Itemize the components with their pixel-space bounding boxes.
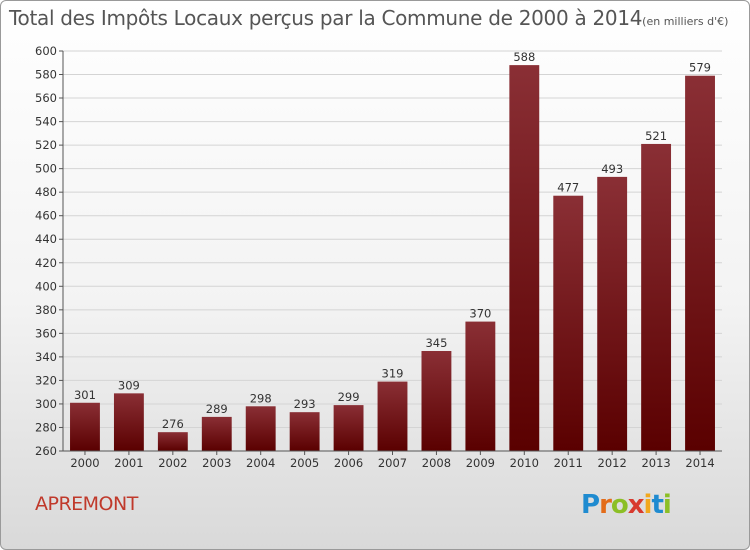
- value-label-2005: 293: [294, 397, 316, 411]
- value-label-2001: 309: [118, 378, 140, 392]
- chart-axes: 260 280 300 320 340 360 380 400 420 440 460 480 500 5…: [35, 44, 722, 470]
- y-tick-label: 300: [35, 397, 57, 411]
- y-tick-label: 600: [35, 44, 57, 58]
- logo-letter: x: [627, 490, 645, 520]
- x-tick-label-2005: 2005: [290, 456, 319, 470]
- chart-subtitle: (en milliers d'€): [642, 15, 729, 28]
- x-tick-label-2009: 2009: [466, 456, 495, 470]
- value-label-2000: 301: [74, 388, 96, 402]
- x-tick-label-2012: 2012: [598, 456, 627, 470]
- value-label-2008: 345: [425, 336, 447, 350]
- bar-2006: [333, 405, 364, 451]
- bar-2013: [641, 143, 672, 452]
- bar-2004: [245, 406, 276, 451]
- value-label-2003: 289: [206, 402, 228, 416]
- bar-2014: [685, 75, 715, 452]
- value-label-2007: 319: [382, 367, 404, 381]
- logo-letter: i: [643, 490, 653, 520]
- y-tick-label: 520: [35, 138, 57, 152]
- proxiti-logo: Proxiti: [581, 490, 672, 520]
- y-tick-label: 420: [35, 256, 57, 270]
- value-label-2004: 298: [250, 391, 272, 405]
- commune-name: APREMONT: [35, 493, 138, 515]
- y-tick-label: 340: [35, 350, 57, 364]
- x-tick-label-2000: 2000: [70, 456, 99, 470]
- bar-2012: [597, 176, 628, 451]
- bar-2003: [201, 416, 232, 451]
- value-label-2009: 370: [469, 307, 491, 321]
- y-tick-label: 500: [35, 162, 57, 176]
- bar-2011: [553, 195, 584, 451]
- value-label-2014: 579: [689, 61, 711, 75]
- y-tick-label: 440: [35, 232, 57, 246]
- y-tick-label: 280: [35, 420, 57, 434]
- logo-letter: t: [651, 490, 663, 520]
- logo-letter: P: [581, 490, 600, 520]
- x-tick-label-2010: 2010: [510, 456, 539, 470]
- x-tick-label-2004: 2004: [246, 456, 275, 470]
- logo-letter: r: [599, 490, 612, 520]
- y-tick-label: 380: [35, 303, 57, 317]
- y-tick-label: 480: [35, 185, 57, 199]
- bar-2005: [289, 412, 320, 451]
- bar-2001: [113, 393, 144, 451]
- bar-2002: [157, 432, 188, 451]
- bar-2010: [509, 65, 540, 451]
- x-tick-label-2008: 2008: [422, 456, 451, 470]
- value-label-2010: 588: [513, 50, 535, 64]
- value-label-2011: 477: [557, 181, 579, 195]
- x-tick-label-2007: 2007: [378, 456, 407, 470]
- y-tick-label: 540: [35, 115, 57, 129]
- chart-title: Total des Impôts Locaux perçus par la Co…: [9, 6, 643, 30]
- value-label-2002: 276: [162, 417, 184, 431]
- bar-2007: [377, 381, 408, 451]
- x-tick-label-2001: 2001: [114, 456, 143, 470]
- chart-title-block: Total des Impôts Locaux perçus par la Co…: [9, 6, 728, 30]
- value-label-2012: 493: [601, 162, 623, 176]
- y-tick-label: 320: [35, 373, 57, 387]
- logo-letter: i: [662, 490, 672, 520]
- y-tick-label: 580: [35, 68, 57, 82]
- x-tick-label-2013: 2013: [641, 456, 670, 470]
- value-label-2013: 521: [645, 129, 667, 143]
- x-tick-label-2006: 2006: [334, 456, 363, 470]
- bar-2009: [465, 321, 496, 451]
- y-tick-label: 560: [35, 91, 57, 105]
- y-tick-label: 400: [35, 279, 57, 293]
- bar-2000: [70, 402, 100, 451]
- y-tick-label: 460: [35, 209, 57, 223]
- x-tick-label-2014: 2014: [685, 456, 714, 470]
- logo-letter: o: [610, 490, 629, 520]
- chart-bars: 301 309 276 289 298 293 299 319 345 370 588 477 493 5…: [70, 50, 715, 452]
- x-tick-label-2011: 2011: [554, 456, 583, 470]
- x-tick-label-2002: 2002: [158, 456, 187, 470]
- y-tick-label: 260: [35, 444, 57, 458]
- y-tick-label: 360: [35, 326, 57, 340]
- bar-2008: [421, 351, 452, 451]
- value-label-2006: 299: [338, 390, 360, 404]
- x-tick-label-2003: 2003: [202, 456, 231, 470]
